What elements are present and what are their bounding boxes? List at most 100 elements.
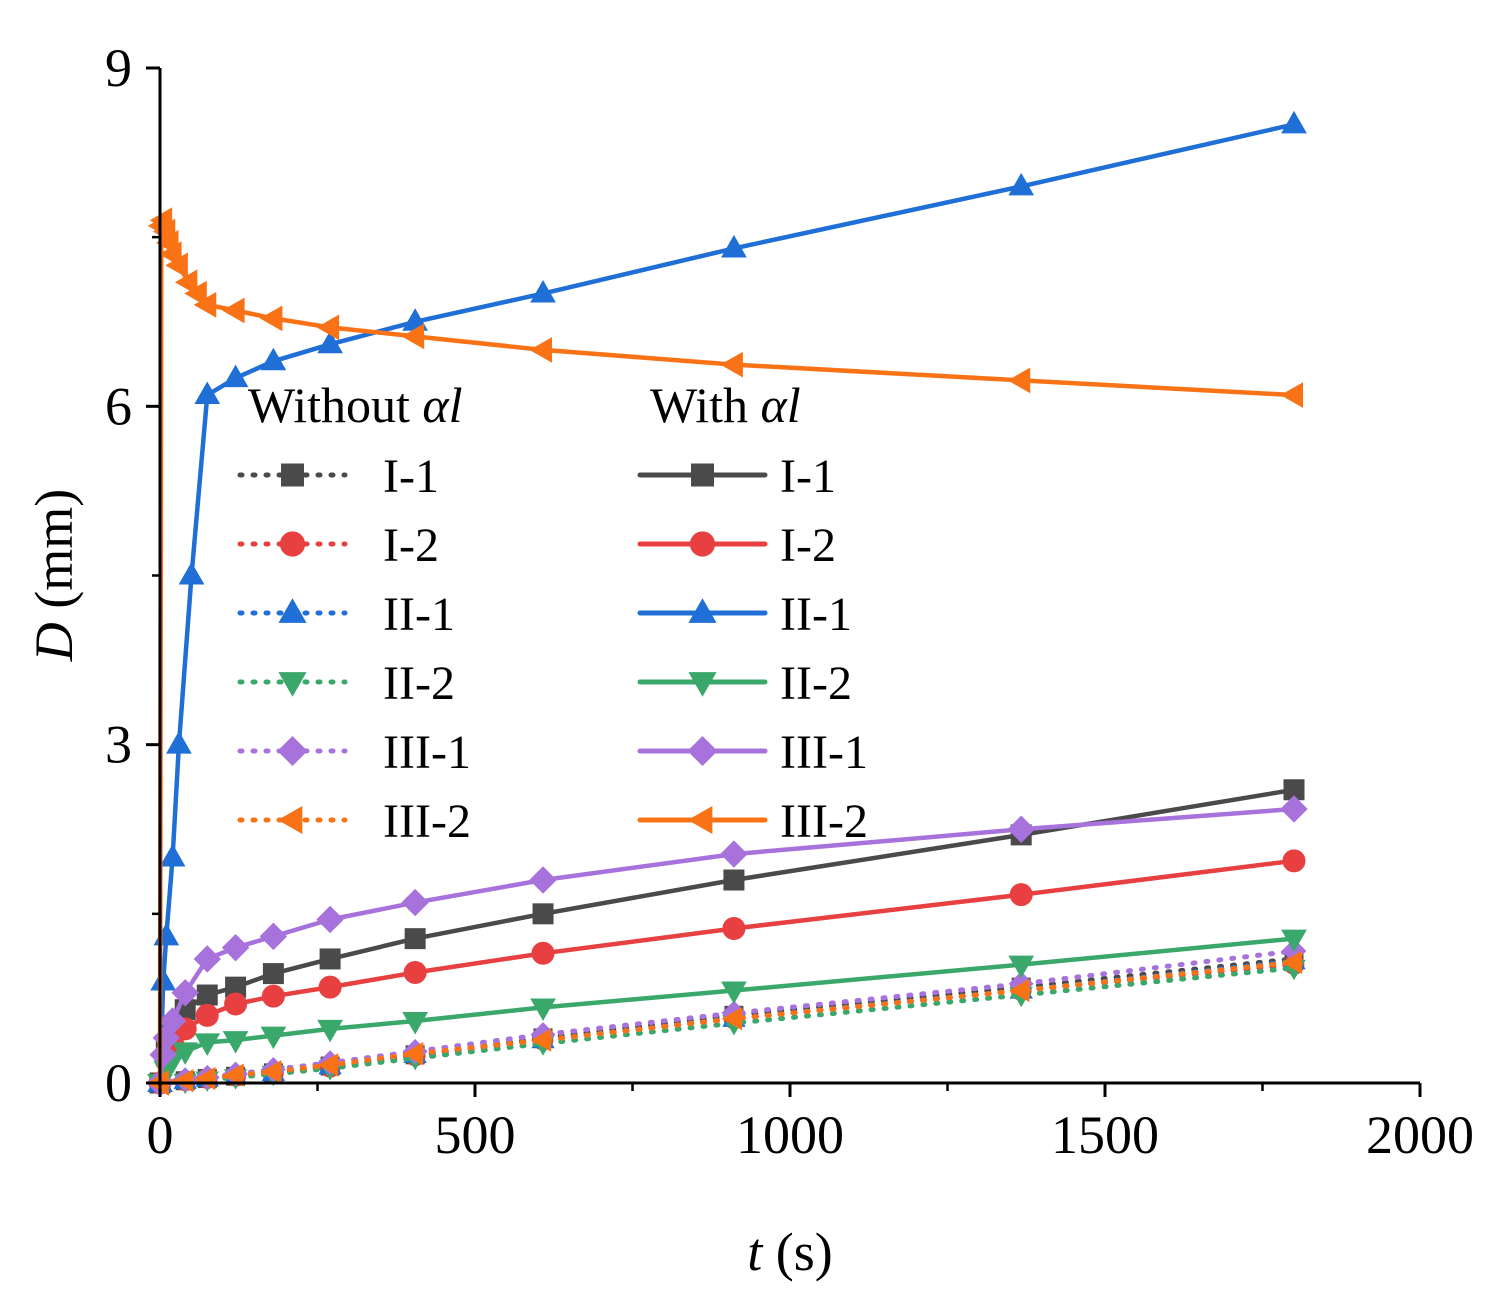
legend-entry-without-I-1: I-1 [237, 450, 439, 503]
data-point-with-I-2 [318, 975, 342, 999]
data-point-without-III-2 [721, 1007, 743, 1031]
data-point-with-I-2 [722, 916, 746, 940]
plot-series [146, 110, 1308, 1097]
y-tick-label: 6 [105, 376, 132, 436]
legend-entry-with-I-1: I-1 [637, 450, 836, 503]
data-point-with-II-2 [172, 1042, 199, 1065]
data-point-with-II-2 [260, 1026, 287, 1050]
data-point-with-III-1 [529, 866, 557, 894]
series-line-with-II-1 [157, 122, 1297, 1086]
legend-label: II-2 [383, 657, 455, 710]
data-point-with-II-1 [1008, 172, 1035, 196]
data-point-with-III-2 [259, 305, 283, 332]
y-axis-title: D (mm) [24, 489, 84, 662]
legend-entry-without-III-2: III-2 [237, 795, 471, 848]
legend-entries: I-1 I-2 II-1 II-2 III-1 III-2 I-1 I-2 II-1 II-2 II… [237, 450, 868, 848]
data-point-with-III-1 [171, 979, 199, 1007]
x-tick-label: 1500 [1051, 1105, 1159, 1165]
data-point-with-III-2 [174, 269, 198, 296]
data-point-with-III-1 [1007, 815, 1035, 843]
data-point-with-I-1 [196, 984, 218, 1006]
y-tick-label: 0 [105, 1053, 132, 1113]
x-axis-title: t (s) [747, 1222, 833, 1282]
legend-entry-without-II-1: II-1 [237, 588, 455, 641]
data-point-with-II-2 [222, 1031, 249, 1054]
data-point-with-II-1 [530, 280, 556, 303]
data-point-with-I-1 [319, 948, 341, 970]
data-point-with-I-1 [262, 963, 284, 985]
legend-marker [277, 805, 303, 835]
y-axis-unit: (mm) [24, 489, 84, 622]
data-point-without-III-2 [530, 1028, 552, 1052]
data-point-without-III-2 [1008, 978, 1030, 1003]
legend-entry-without-III-1: III-1 [237, 726, 471, 779]
legend-entry-with-II-1: II-1 [637, 588, 852, 641]
legend-marker [278, 598, 307, 623]
legend-marker [688, 598, 717, 623]
data-point-with-II-2 [530, 998, 556, 1021]
legend-label: III-2 [383, 795, 471, 848]
x-tick-label: 0 [147, 1105, 174, 1165]
legend-header-without-prefix: Without [248, 377, 422, 433]
data-point-with-III-1 [720, 840, 748, 868]
data-point-with-II-2 [1008, 955, 1035, 979]
data-point-without-III-2 [172, 1069, 194, 1093]
series-without-III-2 [147, 950, 1303, 1095]
legend-marker [277, 735, 308, 767]
legend-entry-with-III-2: III-2 [637, 795, 868, 848]
series-with-II-1 [147, 110, 1307, 1092]
series-with-II-2 [147, 929, 1307, 1097]
legend-entry-with-III-1: III-1 [637, 726, 868, 779]
data-point-with-II-1 [166, 731, 192, 754]
data-point-with-III-2 [529, 337, 553, 363]
legend-marker [691, 463, 714, 487]
data-point-with-II-2 [194, 1033, 221, 1056]
legend-header-with: With αl [650, 377, 801, 433]
data-point-with-II-1 [159, 843, 186, 867]
x-tick-label: 500 [435, 1105, 516, 1165]
data-point-without-III-2 [1281, 950, 1303, 974]
data-point-with-III-2 [165, 252, 188, 279]
data-point-with-III-2 [222, 297, 245, 324]
data-point-with-III-2 [316, 314, 340, 341]
legend-label: II-1 [383, 588, 455, 641]
data-point-with-I-1 [404, 928, 426, 950]
legend-label: III-1 [780, 726, 868, 779]
data-point-with-III-1 [1280, 795, 1308, 823]
legend-entry-without-II-2: II-2 [237, 657, 455, 710]
data-point-with-I-2 [403, 960, 427, 984]
data-point-without-III-2 [223, 1063, 244, 1087]
data-point-with-I-2 [1009, 883, 1033, 907]
legend-label: I-2 [383, 519, 439, 572]
data-point-with-III-1 [221, 933, 250, 962]
y-tick-label: 3 [105, 715, 132, 775]
data-point-with-II-1 [317, 330, 343, 354]
legend-entry-with-II-2: II-2 [637, 657, 852, 710]
data-point-with-III-1 [158, 1007, 187, 1035]
legend-label: III-1 [383, 726, 471, 779]
legend-entry-without-I-2: I-2 [237, 519, 439, 572]
data-point-with-II-2 [1281, 929, 1307, 953]
x-axis-unit: (s) [762, 1222, 832, 1282]
series-with-III-2 [146, 207, 1303, 1096]
data-point-with-I-1 [723, 869, 745, 891]
data-point-with-II-1 [194, 381, 221, 405]
data-point-with-III-2 [193, 291, 217, 318]
data-point-with-II-2 [317, 1019, 343, 1043]
data-point-with-II-1 [153, 922, 180, 946]
data-point-with-III-1 [316, 905, 344, 934]
legend-label: I-1 [780, 450, 836, 503]
legend-header-with-symbol: αl [760, 377, 800, 433]
legend-header-without: Without αl [248, 377, 463, 433]
data-point-without-III-2 [261, 1060, 282, 1084]
ticks: 0 500 1000 1500 2000 0 3 6 9 [105, 38, 1474, 1165]
data-point-with-III-2 [720, 351, 743, 378]
legend-header-with-prefix: With [650, 377, 760, 433]
data-point-with-II-1 [222, 364, 249, 388]
data-point-with-III-1 [149, 1041, 177, 1069]
x-axis-var: t [747, 1222, 764, 1282]
legend-marker [688, 672, 717, 697]
legend-marker [687, 735, 718, 767]
legend-label: I-2 [780, 519, 836, 572]
